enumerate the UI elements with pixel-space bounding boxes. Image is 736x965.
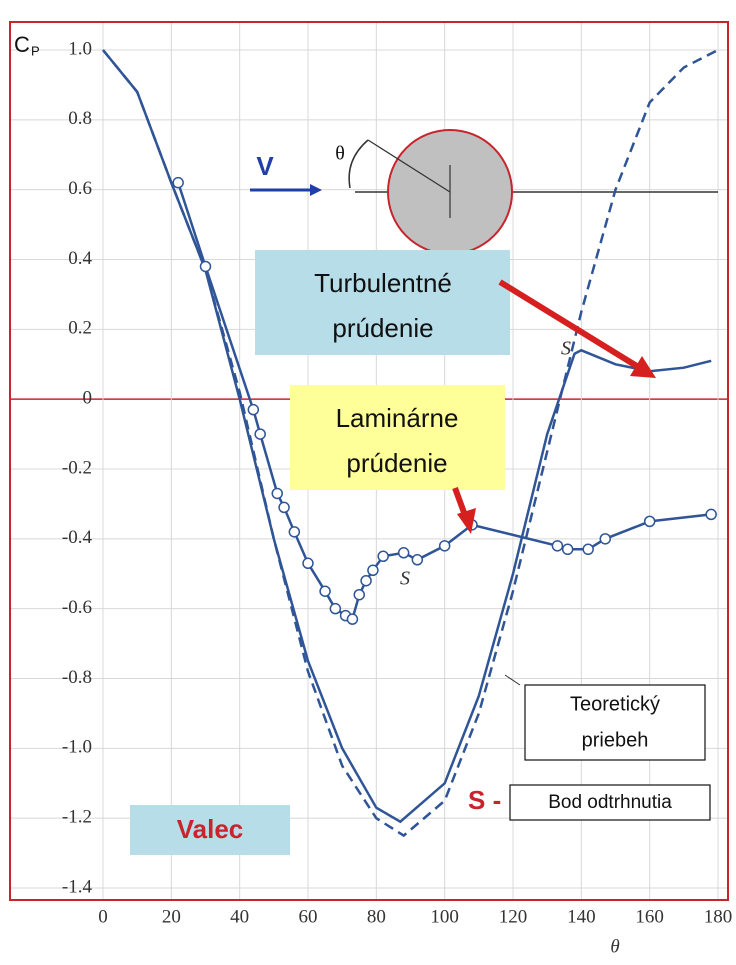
y-tick-label: -1.0 xyxy=(62,737,92,758)
theory-label: Teoretický xyxy=(570,693,660,715)
series-line xyxy=(102,49,712,824)
x-tick-label: 40 xyxy=(230,906,249,927)
cylinder-label: Valec xyxy=(177,814,244,844)
x-tick-label: 20 xyxy=(162,906,181,927)
separation-mark: S xyxy=(561,338,571,360)
y-tick-label: -0.2 xyxy=(62,457,92,478)
data-point xyxy=(377,550,389,563)
data-point xyxy=(353,588,365,601)
y-tick-label: -0.4 xyxy=(62,527,93,548)
data-point xyxy=(288,526,301,538)
angle-arc xyxy=(348,139,369,189)
separation-symbol: S - xyxy=(468,785,501,815)
separation-mark: S xyxy=(400,568,410,590)
laminar-box xyxy=(290,385,505,490)
x-tick-label: 140 xyxy=(567,906,596,927)
theory-label: priebeh xyxy=(582,729,649,751)
x-tick-label: 100 xyxy=(430,906,459,927)
turbulent-box xyxy=(255,250,510,355)
turbulent-label: Turbulentné xyxy=(314,268,452,298)
y-tick-label: 0.8 xyxy=(68,108,92,129)
y-tick-label: -1.4 xyxy=(62,876,93,897)
theory-box xyxy=(524,684,706,761)
laminar-label: prúdenie xyxy=(346,448,447,478)
arrow-head xyxy=(457,508,476,534)
x-axis-label: θ xyxy=(610,936,619,957)
data-point xyxy=(329,602,342,615)
data-point xyxy=(551,540,564,552)
data-point xyxy=(247,403,260,416)
y-tick-label: 0.2 xyxy=(68,318,92,339)
y-tick-label: 0.4 xyxy=(68,248,92,269)
leader-line xyxy=(504,674,521,686)
pointer-arrow xyxy=(498,279,642,371)
data-point xyxy=(254,428,266,440)
separation-box xyxy=(509,784,711,821)
y-tick-label: 1.0 xyxy=(68,38,92,59)
data-point xyxy=(561,543,574,556)
data-point xyxy=(278,501,290,514)
data-point xyxy=(397,547,410,559)
y-tick-label: -0.6 xyxy=(62,597,92,618)
y-tick-label: 0.6 xyxy=(68,178,92,199)
curves xyxy=(102,48,719,838)
turbulent-label: prúdenie xyxy=(332,313,433,343)
cylinder-box xyxy=(130,805,290,855)
data-point xyxy=(199,260,212,273)
data-point xyxy=(172,176,184,189)
x-tick-label: 80 xyxy=(367,906,386,927)
data-point xyxy=(643,515,656,528)
data-point xyxy=(271,487,283,500)
y-tick-label: -1.2 xyxy=(62,807,92,828)
data-point xyxy=(582,543,594,556)
angle-line xyxy=(367,139,451,193)
x-tick-label: 160 xyxy=(635,906,664,927)
y-axis-label: C xyxy=(14,32,30,57)
velocity-label: V xyxy=(256,151,274,181)
data-point xyxy=(411,554,424,566)
arrow-head xyxy=(310,184,322,196)
x-tick-label: 120 xyxy=(499,906,528,927)
angle-label: θ xyxy=(335,143,345,165)
x-tick-label: 60 xyxy=(299,906,318,927)
arrow-head xyxy=(630,356,656,378)
separation-label: Bod odtrhnutia xyxy=(548,792,672,813)
y-tick-label: -0.8 xyxy=(62,667,92,688)
x-tick-label: 180 xyxy=(704,906,733,927)
y-tick-label: 0 xyxy=(83,388,93,409)
y-axis-label-sub: P xyxy=(31,43,40,58)
data-point xyxy=(302,557,314,570)
laminar-label: Laminárne xyxy=(336,403,459,433)
data-point xyxy=(705,508,717,521)
data-point xyxy=(319,585,331,597)
data-point xyxy=(438,540,451,552)
data-point xyxy=(599,533,611,545)
data-point xyxy=(360,574,372,587)
frame xyxy=(9,21,729,901)
data-point xyxy=(346,613,359,625)
x-tick-label: 0 xyxy=(98,906,108,927)
data-point xyxy=(367,564,379,577)
